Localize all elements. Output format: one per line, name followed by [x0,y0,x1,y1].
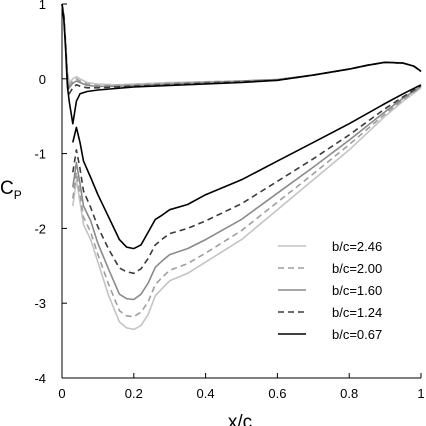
series-line-upper [61,3,422,86]
series-layer [61,3,422,331]
x-tick-label: 1 [417,386,424,401]
legend-label: b/c=0.67 [332,327,382,342]
series-line-upper [61,3,422,87]
series-line-upper [61,3,422,125]
y-tick-label: 1 [39,0,46,12]
y-tick-label: -3 [34,296,46,311]
series-line-upper [61,3,422,89]
series-b-c-2-46 [61,3,422,331]
series-line-lower [72,87,422,331]
series-b-c-1-60 [61,3,422,301]
x-tick-label: 0.6 [268,386,286,401]
legend-label: b/c=2.46 [332,239,382,254]
x-tick-label: 0.4 [197,386,215,401]
y-axis-title: CP [0,178,22,202]
y-tick-label: -2 [34,221,46,236]
y-tick-label: -1 [34,147,46,162]
y-tick-label: 0 [39,72,46,87]
series-b-c-0-67 [61,3,422,250]
x-tick-label: 0.8 [340,386,358,401]
x-tick-label: 0.2 [125,386,143,401]
legend-label: b/c=1.24 [332,305,382,320]
y-axis-title-main: C [0,178,14,199]
x-tick-label: 0 [58,386,65,401]
y-axis-title-sub: P [14,188,22,202]
legend-label: b/c=1.60 [332,283,382,298]
x-axis-title: x/c [228,412,252,426]
y-tick-label: -4 [34,371,46,386]
legend-label: b/c=2.00 [332,261,382,276]
legend: b/c=2.46 b/c=2.00 b/c=1.60 b/c=1.24 b/c=0.67 [278,239,382,342]
series-line-lower [72,86,422,318]
plot-axes: 1 0 -1 -2 -3 -4 0 0.2 0.4 0.6 0.8 1 [34,0,424,401]
series-line-lower [72,84,422,275]
series-line-lower [72,85,422,301]
series-line-lower [72,84,422,250]
